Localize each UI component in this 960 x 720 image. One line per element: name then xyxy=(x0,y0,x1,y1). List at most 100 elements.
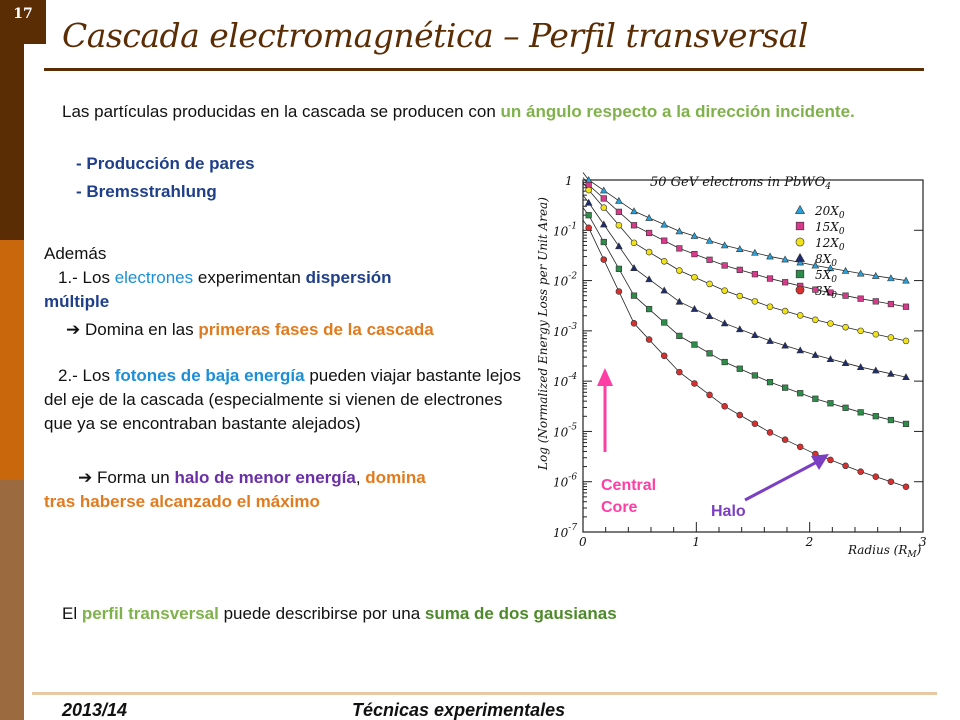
series-point xyxy=(902,276,910,284)
y-tick-exponent: -3 xyxy=(568,322,577,332)
series-point xyxy=(827,456,834,464)
series-point xyxy=(660,352,668,360)
arrow-icon: ➔ xyxy=(78,468,93,487)
plot-area: 110-110-210-310-410-510-610-70 1 2 3 xyxy=(553,172,927,549)
series-point xyxy=(721,403,728,410)
series-point xyxy=(585,186,592,194)
series-point xyxy=(705,312,714,320)
series-point xyxy=(645,275,653,283)
central-core-line-1: Central xyxy=(601,477,656,494)
side-bar-orange xyxy=(0,240,24,480)
series-point xyxy=(766,429,774,436)
series-point xyxy=(871,366,880,374)
series-point xyxy=(871,271,880,279)
series-point xyxy=(887,274,895,282)
item-2-text: 2.- Los xyxy=(58,366,115,385)
item-2-comma: , xyxy=(355,468,366,487)
y-tick-exponent: -6 xyxy=(568,473,577,483)
series-point xyxy=(584,198,593,206)
series-point xyxy=(751,271,758,278)
series-point xyxy=(842,462,849,470)
y-tick-label: 10-3 xyxy=(553,322,577,339)
series-point xyxy=(615,208,622,215)
series-point xyxy=(599,186,608,194)
item-1-consequence-text: Domina en las xyxy=(80,320,199,339)
item-1-early-phases: primeras fases de la cascada xyxy=(198,320,434,339)
series-point xyxy=(902,337,910,345)
item-1-electrons: electrones xyxy=(114,268,194,287)
series-point xyxy=(796,346,805,354)
series-point xyxy=(887,478,895,485)
series-point xyxy=(827,320,834,327)
x-label-subscript: M xyxy=(906,550,917,560)
series-point xyxy=(615,221,623,229)
slide-number: 17 xyxy=(13,6,33,22)
series-point xyxy=(751,372,758,379)
x-tick-label: 3 xyxy=(919,535,927,549)
series-point xyxy=(826,355,835,362)
series-point xyxy=(766,336,774,344)
title-underline xyxy=(44,68,924,71)
series-point xyxy=(902,420,910,427)
legend-subscript: 0 xyxy=(839,211,845,221)
slide-title: Cascada electromagnética – Perfil transv… xyxy=(62,16,808,55)
series-point xyxy=(857,409,864,416)
series-point xyxy=(872,330,880,338)
legend-subscript: 0 xyxy=(831,275,837,285)
y-tick-exponent: -4 xyxy=(568,372,577,382)
series-point xyxy=(887,300,894,308)
series-point xyxy=(706,280,713,288)
series-point xyxy=(736,266,743,273)
series-point xyxy=(782,384,789,391)
final-text: El xyxy=(62,604,82,623)
series-point xyxy=(600,238,607,246)
series-point xyxy=(751,298,759,305)
series-point xyxy=(691,250,698,258)
series-point xyxy=(841,266,850,274)
series-point xyxy=(630,320,638,327)
series-point xyxy=(796,258,805,266)
lateral-profile-chart: 50 GeV electrons in PbWO4 110-110-210-31… xyxy=(536,172,927,560)
intro-paragraph: Las partículas producidas en la cascada … xyxy=(62,100,862,124)
series-point xyxy=(796,443,804,451)
legend-subscript: 0 xyxy=(839,227,845,237)
intro-highlight: un ángulo respecto a la dirección incide… xyxy=(500,102,855,121)
legend-marker xyxy=(794,204,806,214)
series-point xyxy=(842,292,849,299)
y-tick-exponent: -1 xyxy=(568,221,577,231)
legend-subscript: 0 xyxy=(839,243,845,253)
intro-text: Las partículas producidas en la cascada … xyxy=(62,102,501,121)
series-point xyxy=(615,288,623,295)
footer-course: Técnicas experimentales xyxy=(352,700,566,720)
series-point xyxy=(691,273,698,281)
final-transverse-profile: perfil transversal xyxy=(81,604,219,623)
series-point xyxy=(887,416,894,424)
series-point xyxy=(857,468,864,475)
series-point xyxy=(751,331,759,338)
series-point xyxy=(676,267,683,274)
y-tick-exponent: -2 xyxy=(568,272,577,282)
series-point xyxy=(661,319,668,326)
series-point xyxy=(841,359,850,366)
series-point xyxy=(902,483,910,491)
halo-arrowhead xyxy=(811,454,829,470)
series-point xyxy=(660,258,668,265)
series-point xyxy=(781,436,789,443)
item-2-consequence: ➔ Forma un halo de menor energía, domina xyxy=(44,466,426,490)
series-point xyxy=(857,295,864,302)
item-1-dispersion: dispersión xyxy=(305,268,392,287)
final-paragraph: El perfil transversal puede describirse … xyxy=(62,602,617,626)
series-point xyxy=(706,256,713,263)
x-label-paren: ) xyxy=(916,543,922,557)
x-axis-label: Radius (RM) xyxy=(847,543,922,560)
series-point xyxy=(796,312,804,319)
series-point xyxy=(645,248,653,256)
series-point xyxy=(706,350,713,357)
series-point xyxy=(676,368,683,376)
series-point xyxy=(826,264,835,272)
series-point xyxy=(856,363,865,371)
series-point xyxy=(676,332,683,339)
item-2-after-max: tras haberse alcanzado el máximo xyxy=(44,492,320,511)
item-2-consequence-text: Forma un xyxy=(92,468,175,487)
series-point xyxy=(782,279,789,286)
